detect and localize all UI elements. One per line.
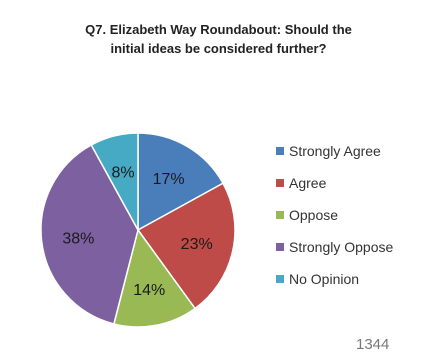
legend-label-no-opinion: No Opinion	[289, 271, 359, 287]
data-label-strongly-oppose: 38%	[62, 231, 94, 248]
legend-swatch-strongly-oppose	[276, 243, 284, 251]
chart-title-line-1: Q7. Elizabeth Way Roundabout: Should the	[85, 22, 352, 37]
legend-label-oppose: Oppose	[289, 207, 338, 223]
data-label-strongly-agree: 17%	[153, 171, 185, 188]
pie-slice-agree	[136, 182, 236, 310]
legend-swatch-strongly-agree	[276, 147, 284, 155]
legend-swatch-agree	[276, 179, 284, 187]
pie-slice-oppose	[112, 228, 197, 328]
legend-label-strongly-agree: Strongly Agree	[289, 143, 381, 159]
pie-slice-no-opinion	[90, 132, 139, 231]
pie-slice-strongly-oppose	[40, 143, 139, 325]
data-label-agree: 23%	[181, 236, 213, 253]
legend-label-strongly-oppose: Strongly Oppose	[289, 239, 393, 255]
legend-swatch-no-opinion	[276, 275, 284, 283]
legend-label-agree: Agree	[289, 175, 327, 191]
chart-title-line-2: initial ideas be considered further?	[110, 41, 327, 56]
data-label-oppose: 14%	[133, 282, 165, 299]
data-label-no-opinion: 8%	[111, 165, 134, 182]
pie-slice-strongly-agree	[137, 132, 225, 232]
chart-title: Q7. Elizabeth Way Roundabout: Should the…	[0, 20, 437, 58]
footer-note: 1344	[356, 336, 390, 353]
legend-swatch-oppose	[276, 211, 284, 219]
